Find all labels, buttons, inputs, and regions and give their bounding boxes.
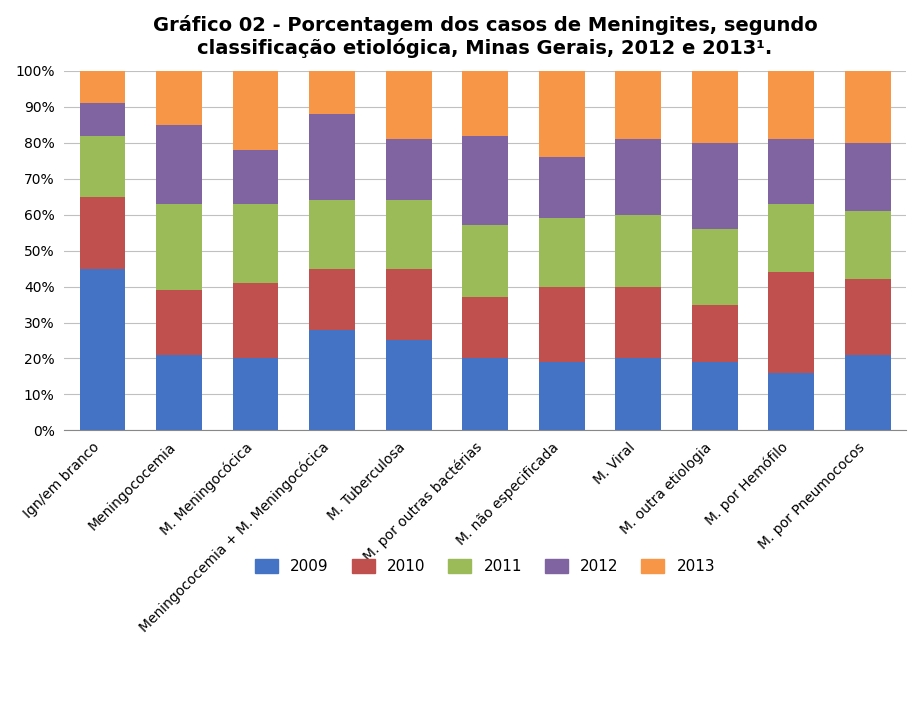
Title: Gráfico 02 - Porcentagem dos casos de Meningites, segundo
classificação etiológi: Gráfico 02 - Porcentagem dos casos de Me… (153, 15, 818, 58)
Bar (845, 143, 891, 211)
Bar (615, 215, 661, 287)
Bar (386, 71, 432, 139)
Bar (539, 362, 585, 431)
Bar (156, 125, 202, 204)
Bar (768, 139, 814, 204)
Bar (79, 71, 125, 103)
Bar (309, 329, 355, 431)
Bar (539, 218, 585, 287)
Bar (386, 139, 432, 200)
Bar (233, 283, 278, 359)
Bar (79, 269, 125, 431)
Bar (386, 200, 432, 269)
Bar (386, 269, 432, 341)
Bar (462, 297, 508, 359)
Bar (462, 135, 508, 225)
Bar (233, 359, 278, 431)
Bar (156, 71, 202, 125)
Bar (462, 225, 508, 297)
Bar (692, 304, 738, 362)
Bar (615, 287, 661, 359)
Bar (845, 355, 891, 431)
Bar (156, 204, 202, 290)
Bar (79, 103, 125, 135)
Bar (692, 71, 738, 143)
Bar (233, 71, 278, 150)
Bar (156, 290, 202, 355)
Bar (768, 204, 814, 272)
Bar (539, 71, 585, 157)
Bar (615, 139, 661, 215)
Bar (462, 71, 508, 135)
Bar (615, 359, 661, 431)
Bar (79, 197, 125, 269)
Bar (768, 71, 814, 139)
Bar (309, 71, 355, 114)
Bar (845, 71, 891, 143)
Bar (79, 135, 125, 197)
Legend: 2009, 2010, 2011, 2012, 2013: 2009, 2010, 2011, 2012, 2013 (249, 553, 721, 580)
Bar (539, 287, 585, 362)
Bar (309, 200, 355, 269)
Bar (768, 373, 814, 431)
Bar (309, 114, 355, 200)
Bar (692, 143, 738, 229)
Bar (309, 269, 355, 329)
Bar (156, 355, 202, 431)
Bar (845, 211, 891, 279)
Bar (233, 204, 278, 283)
Bar (462, 359, 508, 431)
Bar (768, 272, 814, 373)
Bar (845, 279, 891, 355)
Bar (692, 229, 738, 304)
Bar (233, 150, 278, 204)
Bar (386, 341, 432, 431)
Bar (615, 71, 661, 139)
Bar (539, 157, 585, 218)
Bar (692, 362, 738, 431)
